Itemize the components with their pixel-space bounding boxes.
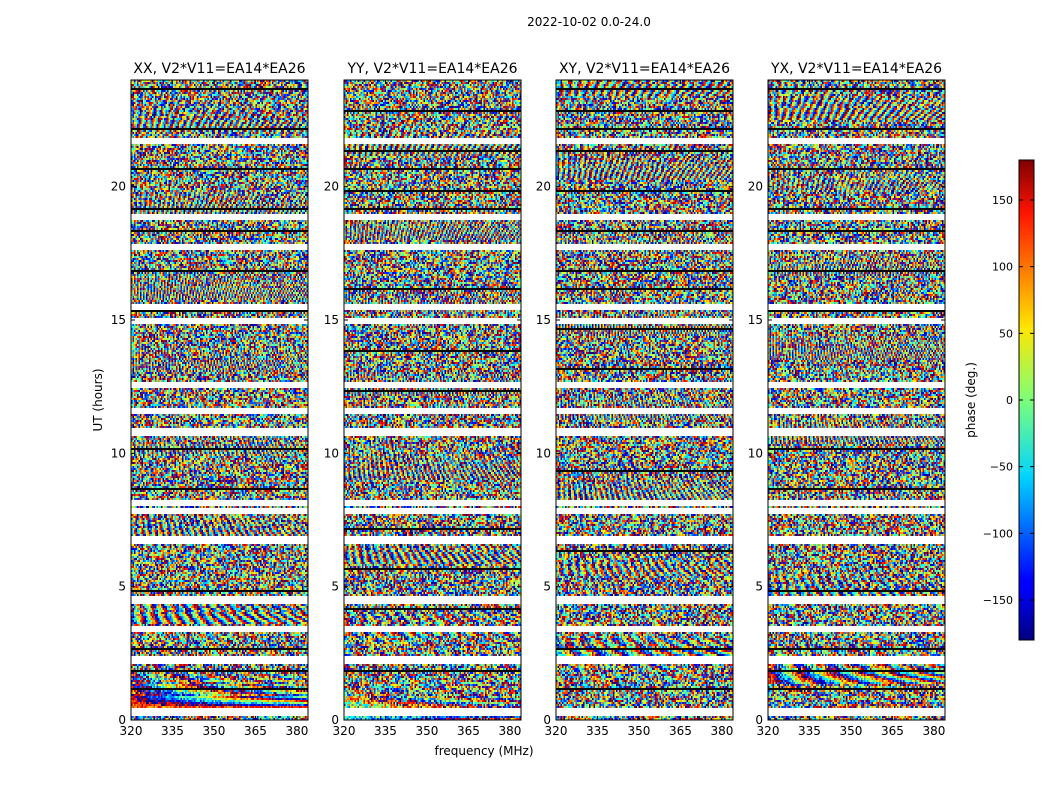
- x-tick-label: 380: [710, 724, 733, 738]
- y-tick-label: 5: [755, 580, 763, 594]
- y-tick-label: 10: [536, 446, 551, 460]
- colorbar-tick-label: 150: [992, 194, 1013, 207]
- colorbar-label: phase (deg.): [964, 362, 978, 438]
- x-tick-label: 365: [669, 724, 692, 738]
- figure-suptitle: 2022-10-02 0.0-24.0: [527, 15, 651, 29]
- colorbar-tick-label: −50: [990, 461, 1013, 474]
- x-axis-label: frequency (MHz): [434, 744, 533, 758]
- y-tick-label: 20: [324, 180, 339, 194]
- y-tick-label: 0: [755, 713, 763, 727]
- panel-frame: [555, 79, 734, 721]
- y-tick-label: 20: [536, 180, 551, 194]
- colorbar-tick-label: 0: [1006, 394, 1013, 407]
- x-tick-label: 320: [120, 724, 143, 738]
- x-tick-label: 335: [161, 724, 184, 738]
- panel-yx: YX, V2*V11=EA14*EA26 320 335 350 365 380 0 5 10 1…: [748, 61, 946, 738]
- x-tick-label: 350: [840, 724, 863, 738]
- y-axis-label: UT (hours): [91, 368, 105, 431]
- panel-title: YY, V2*V11=EA14*EA26: [346, 61, 517, 77]
- x-tick-label: 335: [798, 724, 821, 738]
- y-tick-label: 20: [111, 180, 126, 194]
- colorbar-tick-label: 100: [992, 261, 1013, 274]
- y-tick-label: 5: [331, 580, 339, 594]
- y-tick-label: 15: [111, 313, 126, 327]
- phase-heatmap: [556, 80, 733, 720]
- x-tick-label: 350: [203, 724, 226, 738]
- x-tick-label: 335: [374, 724, 397, 738]
- panel-xx: XX, V2*V11=EA14*EA26 320 335 350 365 380 0 5 10 1…: [111, 61, 309, 738]
- panel-yy: YY, V2*V11=EA14*EA26 320 335 350 365 380 0 5 10 1…: [324, 61, 522, 738]
- y-tick-label: 0: [543, 713, 551, 727]
- colorbar-tick-label: 50: [999, 327, 1013, 340]
- colorbar-tick-label: −100: [983, 527, 1013, 540]
- x-tick-label: 320: [757, 724, 780, 738]
- panel-title: XY, V2*V11=EA14*EA26: [559, 61, 730, 77]
- y-tick-label: 15: [748, 313, 763, 327]
- panel-title: YX, V2*V11=EA14*EA26: [770, 61, 942, 77]
- panel-frame: [767, 79, 946, 721]
- x-tick-label: 320: [545, 724, 568, 738]
- colorbar-tick-label: −150: [983, 594, 1013, 607]
- panel-frame: [343, 79, 522, 721]
- x-tick-label: 365: [457, 724, 480, 738]
- x-tick-label: 365: [244, 724, 267, 738]
- y-tick-label: 10: [748, 446, 763, 460]
- phase-heatmap: [768, 80, 945, 720]
- colorbar: −150 −100 −50 0 50 100 150 phase (deg.): [964, 159, 1035, 641]
- y-tick-label: 5: [543, 580, 551, 594]
- y-tick-label: 10: [111, 446, 126, 460]
- y-tick-label: 15: [536, 313, 551, 327]
- phase-heatmap: [131, 80, 308, 720]
- x-tick-label: 380: [922, 724, 945, 738]
- panel-xy: XY, V2*V11=EA14*EA26 320 335 350 365 380 0 5 10 1…: [536, 61, 734, 738]
- x-tick-label: 320: [333, 724, 356, 738]
- y-tick-label: 0: [331, 713, 339, 727]
- x-tick-label: 350: [416, 724, 439, 738]
- panel-title: XX, V2*V11=EA14*EA26: [133, 61, 305, 77]
- x-tick-label: 365: [881, 724, 904, 738]
- y-tick-label: 5: [118, 580, 126, 594]
- phase-heatmap: [344, 80, 521, 720]
- x-tick-label: 380: [498, 724, 521, 738]
- y-tick-label: 20: [748, 180, 763, 194]
- x-tick-label: 335: [586, 724, 609, 738]
- x-tick-label: 380: [285, 724, 308, 738]
- panel-frame: [130, 79, 309, 721]
- y-tick-label: 15: [324, 313, 339, 327]
- y-tick-label: 0: [118, 713, 126, 727]
- y-tick-label: 10: [324, 446, 339, 460]
- x-tick-label: 350: [628, 724, 651, 738]
